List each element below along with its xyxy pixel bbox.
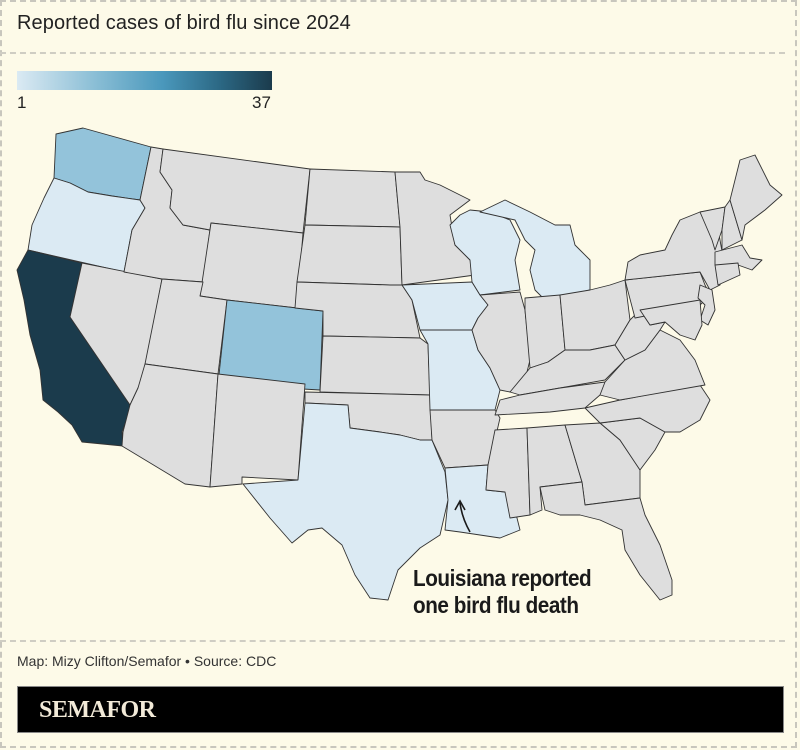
annotation-arrowhead [454, 499, 466, 511]
state-maine [729, 154, 783, 241]
state-maryland [639, 299, 703, 341]
legend-max-label: 37 [252, 93, 271, 112]
legend-min-label: 1 [17, 93, 27, 112]
color-scale-legend [17, 71, 272, 90]
louisiana-annotation: Louisiana reported one bird flu death [413, 565, 592, 619]
state-wyoming [199, 222, 304, 309]
state-new-mexico [209, 373, 306, 488]
state-texas [242, 402, 449, 601]
state-new-jersey [697, 284, 716, 326]
divider-bottom [0, 640, 785, 642]
state-montana [159, 148, 311, 234]
semafor-logo: SEMAFOR [39, 697, 156, 723]
state-kansas [319, 335, 431, 396]
state-north-dakota [304, 168, 401, 228]
state-michigan [479, 199, 591, 301]
brand-footer-bar: SEMAFOR [17, 686, 784, 733]
divider-top [0, 52, 785, 54]
state-south-dakota [296, 224, 403, 286]
annotation-line-2: one bird flu death [413, 592, 579, 618]
state-florida [539, 481, 673, 601]
chart-title: Reported cases of bird flu since 2024 [17, 12, 351, 34]
state-new-hampshire [721, 199, 743, 251]
us-choropleth-map [16, 127, 783, 601]
state-vermont [699, 206, 726, 251]
annotation-line-1: Louisiana reported [413, 565, 592, 591]
annotation-arrow [459, 502, 471, 533]
source-credit: Map: Mizy Clifton/Semafor • Source: CDC [17, 653, 277, 669]
state-connecticut [714, 262, 741, 286]
